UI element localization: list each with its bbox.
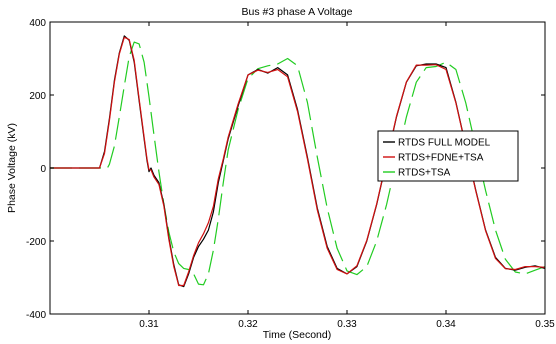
ticks-layer: 0.31 0.32 0.33 0.34 0.35 -400 -200 0 200 400: [26, 18, 555, 330]
x-tick-label: 0.35: [535, 319, 555, 330]
x-axis-title: Time (Second): [263, 329, 331, 341]
plot-frame: [49, 21, 546, 315]
legend-box: [377, 130, 519, 182]
legend: RTDS FULL MODEL RTDS+FDNE+TSA RTDS+TSA: [377, 130, 519, 182]
series-layer: [50, 35, 546, 288]
series-line-1: [50, 36, 546, 287]
y-axis-title: Phase Voltage (kV): [6, 123, 18, 213]
x-tick-label: 0.31: [139, 319, 159, 330]
legend-label-1: RTDS+FDNE+TSA: [398, 153, 484, 164]
y-tick-label: 400: [29, 18, 46, 29]
chart-title: Bus #3 phase A Voltage: [242, 6, 353, 18]
x-tick-label: 0.32: [238, 319, 258, 330]
x-tick-label: 0.34: [436, 319, 456, 330]
y-tick-label: -400: [26, 310, 46, 321]
series-line-2: [50, 41, 546, 286]
legend-label-2: RTDS+TSA: [398, 168, 451, 179]
y-tick-label: 200: [29, 91, 46, 102]
x-tick-label: 0.33: [337, 319, 357, 330]
legend-label-0: RTDS FULL MODEL: [398, 138, 491, 149]
y-tick-label: 0: [40, 164, 46, 175]
y-tick-label: -200: [26, 237, 46, 248]
